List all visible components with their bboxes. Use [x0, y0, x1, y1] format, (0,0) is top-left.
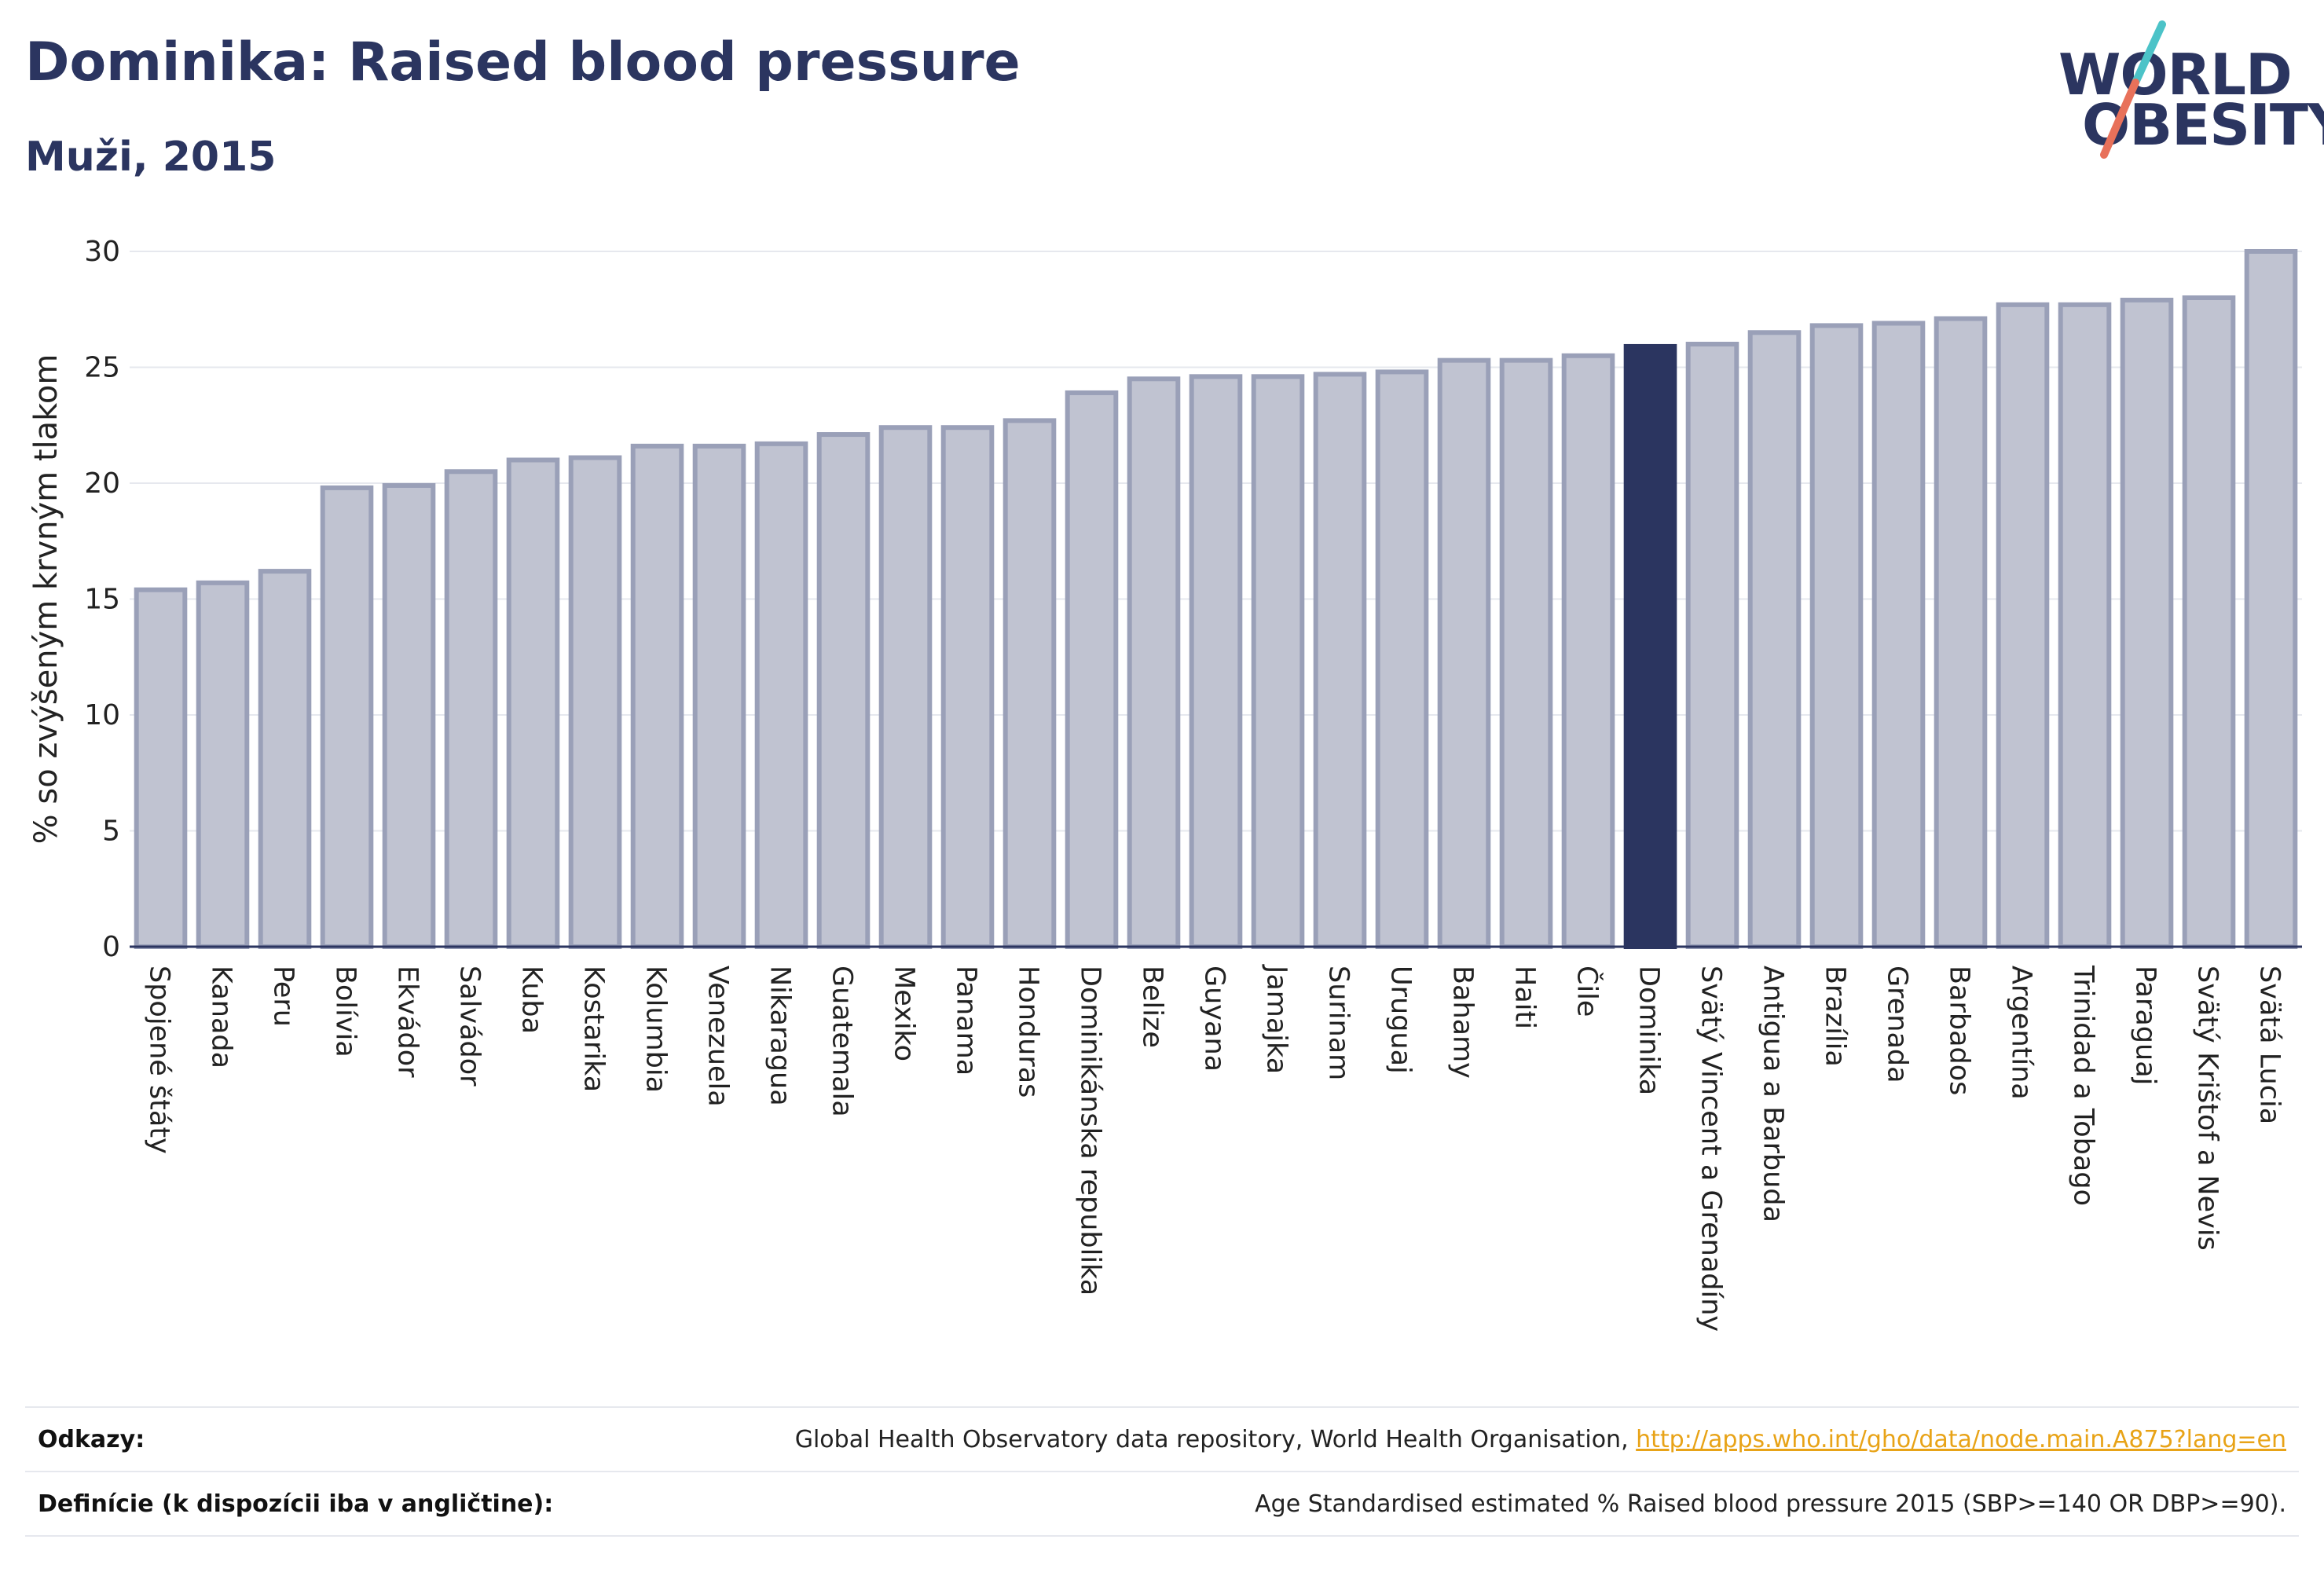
category-label: Salvádor — [454, 966, 486, 1087]
category-label: Brazília — [1820, 966, 1851, 1067]
bar — [2120, 297, 2174, 949]
definitions-label: Definície (k dispozícii iba v angličtine… — [38, 1490, 554, 1518]
bar — [1499, 357, 1553, 949]
category-labels: Spojené štáty Kanada Peru Bolívia Ekvádor Sal… — [144, 964, 2286, 1332]
category-label: Belize — [1137, 966, 1168, 1048]
category-label: Surinam — [1323, 966, 1354, 1080]
category-label: Barbados — [1944, 966, 1975, 1095]
y-tick-label: 15 — [84, 584, 120, 616]
y-tick-label: 30 — [84, 236, 120, 268]
bar — [258, 569, 312, 949]
category-label: Guatemala — [827, 966, 858, 1117]
bar — [320, 485, 374, 949]
y-tick-labels: 0 5 10 15 20 25 30 — [84, 236, 120, 963]
bar — [196, 580, 250, 949]
category-label: Kostarika — [578, 966, 610, 1092]
world-obesity-logo: WORLD OBESITY — [2035, 20, 2324, 169]
category-label: Bolívia — [330, 966, 361, 1057]
category-label: Guyana — [1199, 966, 1230, 1072]
category-label: Kuba — [516, 966, 548, 1034]
y-tick-label: 25 — [84, 352, 120, 384]
logo-slash-icon — [2100, 20, 2166, 159]
references-link[interactable]: http://apps.who.int/gho/data/node.main.A… — [1636, 1425, 2286, 1453]
category-label: Svätá Lucia — [2254, 966, 2286, 1124]
bar — [940, 425, 995, 949]
category-label: Bahamy — [1447, 966, 1479, 1079]
category-label: Venezuela — [702, 966, 734, 1107]
y-tick-label: 0 — [102, 931, 120, 963]
category-label: Svätý Krištof a Nevis — [2192, 966, 2223, 1251]
chart-title: Dominika: Raised blood pressure — [25, 31, 1021, 93]
definitions-row: Definície (k dispozícii iba v angličtine… — [25, 1471, 2299, 1537]
category-label: Spojené štáty — [144, 966, 175, 1154]
bar — [816, 432, 871, 949]
bar — [1003, 418, 1057, 949]
category-label: Mexiko — [889, 966, 920, 1061]
category-label: Čile — [1571, 966, 1604, 1017]
logo-text-line1: WORLD — [2058, 42, 2293, 108]
category-label: Trinidad a Tobago — [2068, 965, 2099, 1206]
bar — [1685, 342, 1739, 949]
category-label: Svätý Vincent a Grenadíny — [1695, 966, 1727, 1332]
bar — [630, 443, 684, 949]
bar — [754, 441, 808, 949]
bar — [2182, 295, 2236, 949]
y-axis-label: % so zvýšeným krvným tlakom — [28, 354, 64, 845]
bar — [2058, 302, 2112, 950]
category-label: Kolumbia — [640, 966, 672, 1093]
category-label: Dominika — [1633, 966, 1665, 1095]
category-label: Nikaragua — [764, 966, 796, 1106]
references-text: Global Health Observatory data repositor… — [794, 1425, 1637, 1453]
bar — [1189, 374, 1243, 949]
chart-subtitle: Muži, 2015 — [25, 134, 277, 181]
bar — [568, 455, 622, 949]
y-tick-label: 5 — [102, 815, 120, 848]
category-label: Honduras — [1013, 966, 1044, 1098]
category-label: Kanada — [206, 966, 237, 1068]
bar — [1065, 390, 1119, 949]
definitions-text: Age Standardised estimated % Raised bloo… — [1255, 1490, 2286, 1518]
references-row: Odkazy: Global Health Observatory data r… — [25, 1406, 2299, 1471]
bar — [2244, 249, 2298, 949]
y-tick-label: 10 — [84, 699, 120, 731]
bar — [382, 482, 436, 949]
bar — [1871, 321, 1926, 949]
y-tick-label: 20 — [84, 467, 120, 500]
bar — [1127, 376, 1181, 949]
category-label: Dominikánska republika — [1075, 966, 1106, 1296]
bar-chart: 0 5 10 15 20 25 30 Spojené štáty Kanada Peru Bolí… — [28, 236, 2302, 1332]
bar — [1437, 357, 1491, 949]
bar — [1934, 316, 1988, 949]
references-label: Odkazy: — [38, 1425, 145, 1453]
bars — [134, 249, 2298, 950]
category-label: Paraguaj — [2130, 966, 2161, 1085]
category-label: Jamajka — [1261, 964, 1292, 1074]
category-label: Argentína — [2006, 966, 2037, 1100]
bar — [1313, 372, 1367, 950]
category-label: Ekvádor — [392, 966, 423, 1078]
bar — [1375, 369, 1429, 949]
category-label: Panama — [951, 966, 982, 1076]
category-label: Antigua a Barbuda — [1758, 966, 1789, 1222]
references-value: Global Health Observatory data repositor… — [795, 1426, 2299, 1453]
bar-highlighted — [1623, 343, 1677, 949]
bar — [1996, 302, 2050, 950]
bar — [878, 425, 933, 949]
category-label: Uruguaj — [1385, 966, 1417, 1074]
category-label: Peru — [268, 966, 299, 1027]
bar — [1251, 374, 1305, 949]
bar — [1809, 323, 1864, 949]
bar — [1747, 330, 1802, 949]
bar — [134, 587, 188, 949]
bar — [444, 469, 498, 949]
bar — [506, 457, 560, 949]
category-label: Haiti — [1509, 966, 1541, 1029]
bar — [1561, 353, 1615, 949]
category-label: Grenada — [1882, 966, 1913, 1083]
bar — [692, 443, 746, 949]
